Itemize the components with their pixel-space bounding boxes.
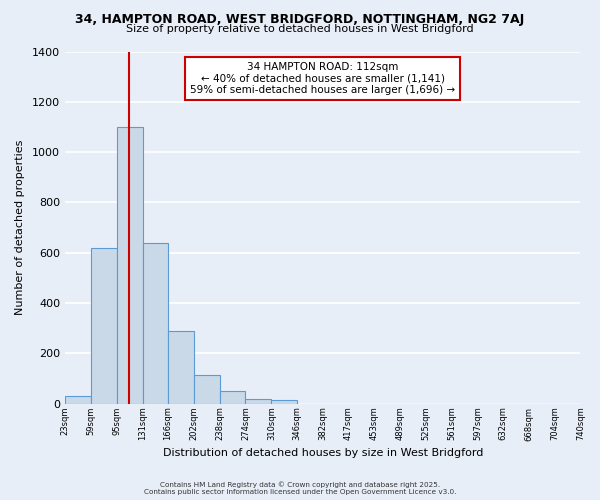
Bar [65, 396, 91, 404]
Bar [168, 331, 194, 404]
Text: Contains HM Land Registry data © Crown copyright and database right 2025.: Contains HM Land Registry data © Crown c… [160, 481, 440, 488]
Bar [271, 400, 297, 404]
Bar [194, 375, 220, 404]
X-axis label: Distribution of detached houses by size in West Bridgford: Distribution of detached houses by size … [163, 448, 483, 458]
Bar [220, 391, 245, 404]
Text: Contains public sector information licensed under the Open Government Licence v3: Contains public sector information licen… [144, 489, 456, 495]
Text: Size of property relative to detached houses in West Bridgford: Size of property relative to detached ho… [126, 24, 474, 34]
Bar [245, 398, 271, 404]
Text: 34 HAMPTON ROAD: 112sqm
← 40% of detached houses are smaller (1,141)
59% of semi: 34 HAMPTON ROAD: 112sqm ← 40% of detache… [190, 62, 455, 96]
Y-axis label: Number of detached properties: Number of detached properties [15, 140, 25, 316]
Bar [91, 248, 117, 404]
Text: 34, HAMPTON ROAD, WEST BRIDGFORD, NOTTINGHAM, NG2 7AJ: 34, HAMPTON ROAD, WEST BRIDGFORD, NOTTIN… [76, 12, 524, 26]
Bar [117, 127, 143, 404]
Bar [143, 242, 168, 404]
